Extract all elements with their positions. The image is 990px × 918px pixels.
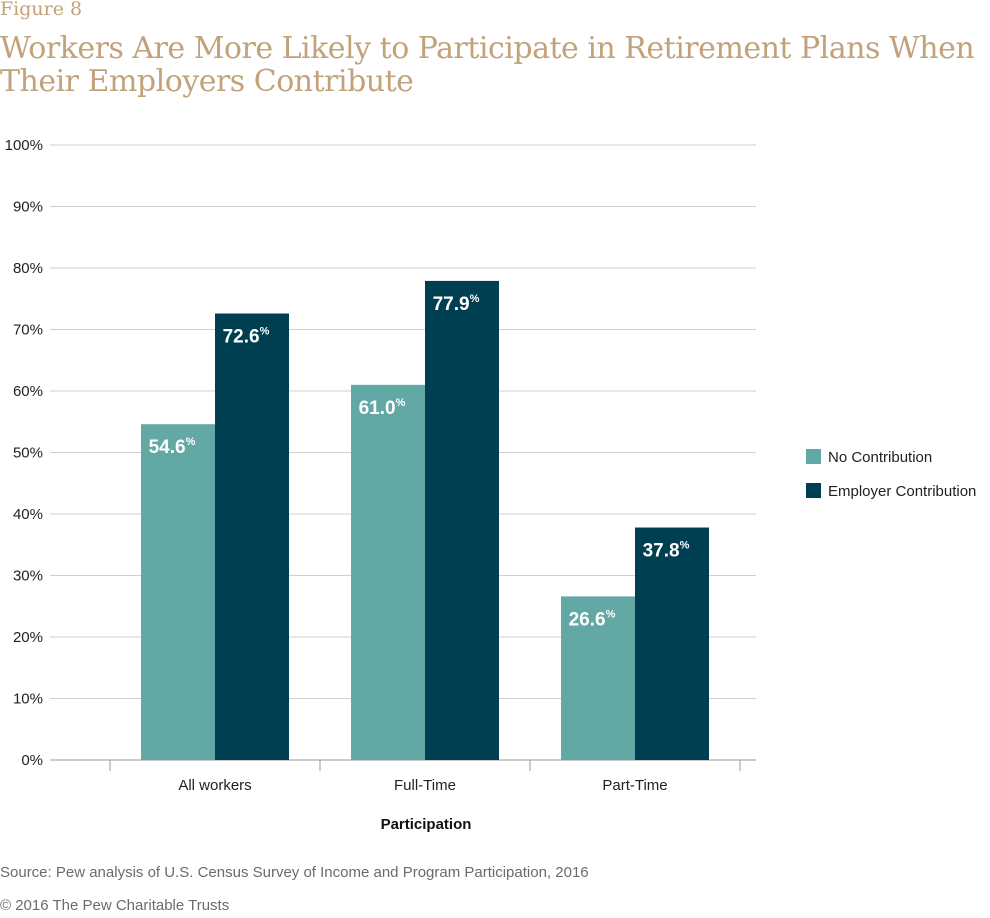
bar <box>141 424 215 760</box>
copyright: © 2016 The Pew Charitable Trusts <box>0 897 230 914</box>
data-label: 77.9% <box>433 293 480 315</box>
y-tick-label: 20% <box>13 629 43 646</box>
y-tick-label: 60% <box>13 383 43 400</box>
y-tick-label: 90% <box>13 199 43 216</box>
bar <box>561 596 635 760</box>
bars: 54.6% 72.6% 61.0% 77.9% 26.6% 37.8% <box>141 280 709 760</box>
y-axis-ticks: 0% 10% 20% 30% 40% 50% 60% 70% 80% 90% 100% <box>5 137 43 769</box>
x-tick-label: Part-Time <box>602 777 667 794</box>
legend: No Contribution Employer Contribution <box>806 449 976 500</box>
legend-label: Employer Contribution <box>828 483 976 500</box>
x-tick-label: All workers <box>178 777 251 794</box>
y-tick-label: 0% <box>21 752 43 769</box>
data-label: 72.6% <box>223 326 270 348</box>
data-label: 61.0% <box>359 397 406 419</box>
bar <box>351 384 425 760</box>
y-tick-label: 10% <box>13 691 43 708</box>
bar <box>425 280 499 760</box>
y-tick-label: 70% <box>13 322 43 339</box>
figure-label: Figure 8 <box>0 0 83 20</box>
legend-label: No Contribution <box>828 449 932 466</box>
legend-swatch <box>806 449 821 464</box>
bar <box>215 313 289 760</box>
data-label: 54.6% <box>149 436 196 458</box>
y-tick-label: 100% <box>5 137 43 154</box>
data-label: 37.8% <box>643 540 690 562</box>
legend-swatch <box>806 483 821 498</box>
x-tick-label: Full-Time <box>394 777 456 794</box>
source-note: Source: Pew analysis of U.S. Census Surv… <box>0 864 589 881</box>
y-tick-label: 30% <box>13 568 43 585</box>
y-tick-label: 40% <box>13 506 43 523</box>
y-tick-label: 50% <box>13 445 43 462</box>
y-tick-label: 80% <box>13 260 43 277</box>
bar <box>635 527 709 760</box>
bar-chart: 0% 10% 20% 30% 40% 50% 60% 70% 80% 90% 100% 54.6% 7… <box>5 137 977 833</box>
x-axis-title: Participation <box>381 816 472 833</box>
data-label: 26.6% <box>569 608 616 630</box>
chart-title: Workers Are More Likely to Participate i… <box>0 31 975 99</box>
x-axis: All workers Full-Time Part-Time <box>109 760 741 794</box>
